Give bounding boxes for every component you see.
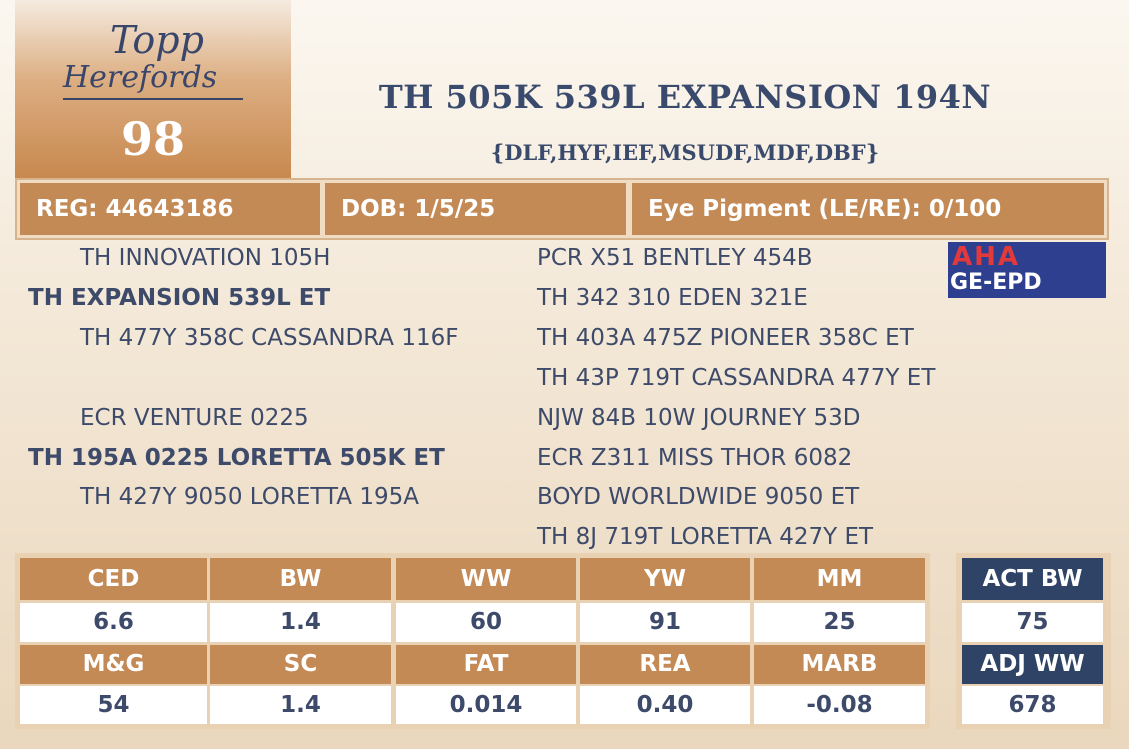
logo-box: Topp Herefords 98: [15, 0, 291, 178]
pedigree-name: TH 427Y 9050 LORETTA 195A: [80, 484, 419, 511]
epd-header: SC: [210, 645, 391, 684]
actual-value: 75: [962, 603, 1103, 642]
pedigree-name: TH 477Y 358C CASSANDRA 116F: [80, 324, 459, 351]
epd-header: M&G: [20, 645, 207, 684]
logo-line: Topp: [110, 18, 204, 62]
epd-value: 6.6: [20, 603, 207, 642]
lot-number: 98: [120, 112, 185, 166]
logo-rule: [63, 98, 243, 100]
pedigree-name: TH 8J 719T LORETTA 427Y ET: [537, 524, 874, 551]
badge-top: AHA: [952, 242, 1021, 272]
epd-value: 54: [20, 686, 207, 724]
pedigree-name: TH 342 310 EDEN 321E: [537, 284, 808, 311]
subtitle: {DLF,HYF,IEF,MSUDF,MDF,DBF}: [490, 140, 880, 165]
title: TH 505K 539L EXPANSION 194N: [378, 78, 992, 116]
pedigree-name: TH INNOVATION 105H: [80, 245, 331, 271]
pedigree-name: PCR X51 BENTLEY 454B: [537, 245, 813, 271]
actual-header: ACT BW: [962, 558, 1103, 600]
pedigree-name: ECR Z311 MISS THOR 6082: [537, 444, 853, 471]
epd-header: CED: [20, 558, 207, 600]
epd-value: 1.4: [210, 686, 391, 724]
pedigree-name: TH 195A 0225 LORETTA 505K ET: [28, 444, 445, 471]
epd-header: WW: [396, 558, 576, 600]
epd-value: 25: [754, 603, 925, 642]
epd-value: -0.08: [754, 686, 925, 724]
actual-value: 678: [962, 686, 1103, 724]
pedigree-name: NJW 84B 10W JOURNEY 53D: [537, 404, 861, 431]
epd-header: FAT: [396, 645, 576, 684]
epd-header: MM: [754, 558, 925, 600]
actual-header: ADJ WW: [962, 645, 1103, 684]
pedigree-name: BOYD WORLDWIDE 9050 ET: [537, 484, 860, 511]
epd-value: 0.40: [580, 686, 750, 724]
badge-bottom: GE-EPD: [950, 270, 1042, 295]
logo-line: Herefords: [63, 60, 218, 95]
badge: AHA GE-EPD: [948, 242, 1106, 298]
pedigree-name: ECR VENTURE 0225: [80, 404, 309, 431]
epd-header: REA: [580, 645, 750, 684]
info-cell: DOB: 1/5/25: [325, 183, 626, 235]
epd-header: MARB: [754, 645, 925, 684]
pedigree-name: TH EXPANSION 539L ET: [28, 284, 331, 311]
epd-header: YW: [580, 558, 750, 600]
pedigree-name: TH 403A 475Z PIONEER 358C ET: [537, 324, 914, 351]
epd-value: 91: [580, 603, 750, 642]
info-cell: Eye Pigment (LE/RE): 0/100: [632, 183, 1104, 235]
info-cell: REG: 44643186: [20, 183, 320, 235]
epd-header: BW: [210, 558, 391, 600]
epd-value: 60: [396, 603, 576, 642]
pedigree-name: TH 43P 719T CASSANDRA 477Y ET: [537, 364, 936, 391]
epd-value: 1.4: [210, 603, 391, 642]
epd-value: 0.014: [396, 686, 576, 724]
